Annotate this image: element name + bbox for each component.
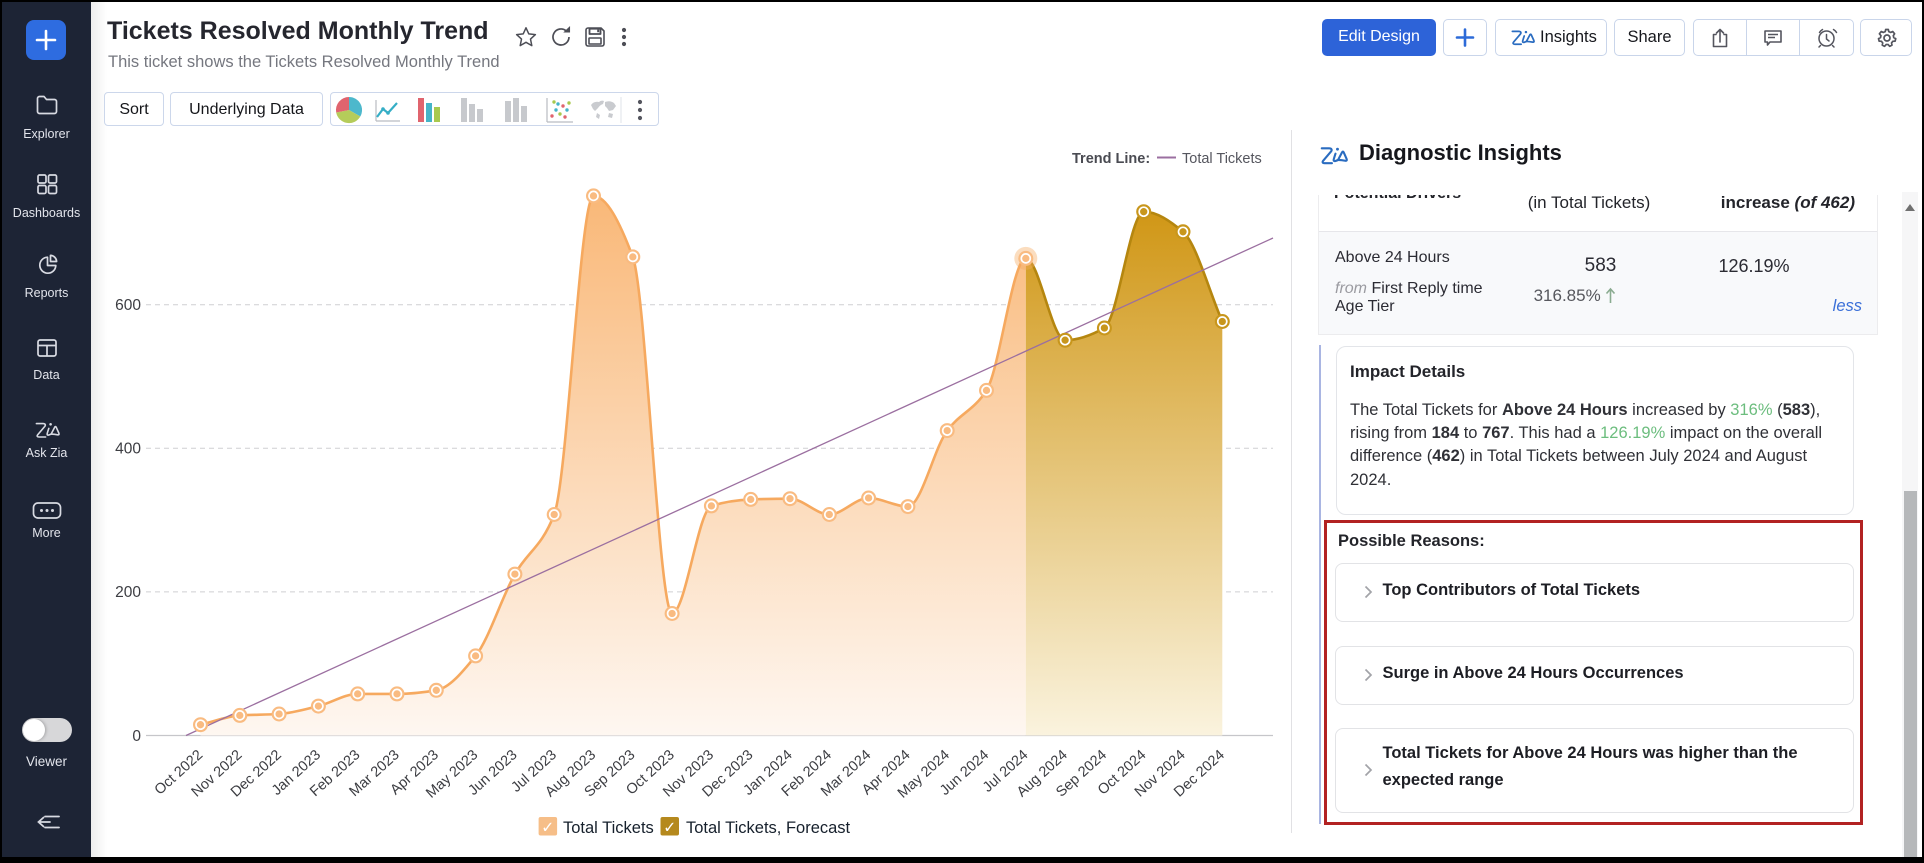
- svg-text:200: 200: [115, 584, 141, 601]
- svg-text:✓: ✓: [663, 820, 676, 837]
- svg-text:Trend Line:: Trend Line:: [1072, 151, 1150, 167]
- svg-text:Total Tickets: Total Tickets: [563, 819, 654, 837]
- svg-text:0: 0: [132, 728, 141, 745]
- svg-text:Total Tickets: Total Tickets: [1182, 151, 1262, 167]
- svg-text:Total Tickets, Forecast: Total Tickets, Forecast: [686, 819, 851, 837]
- svg-text:400: 400: [115, 441, 141, 458]
- svg-text:600: 600: [115, 297, 141, 314]
- svg-text:✓: ✓: [541, 820, 554, 837]
